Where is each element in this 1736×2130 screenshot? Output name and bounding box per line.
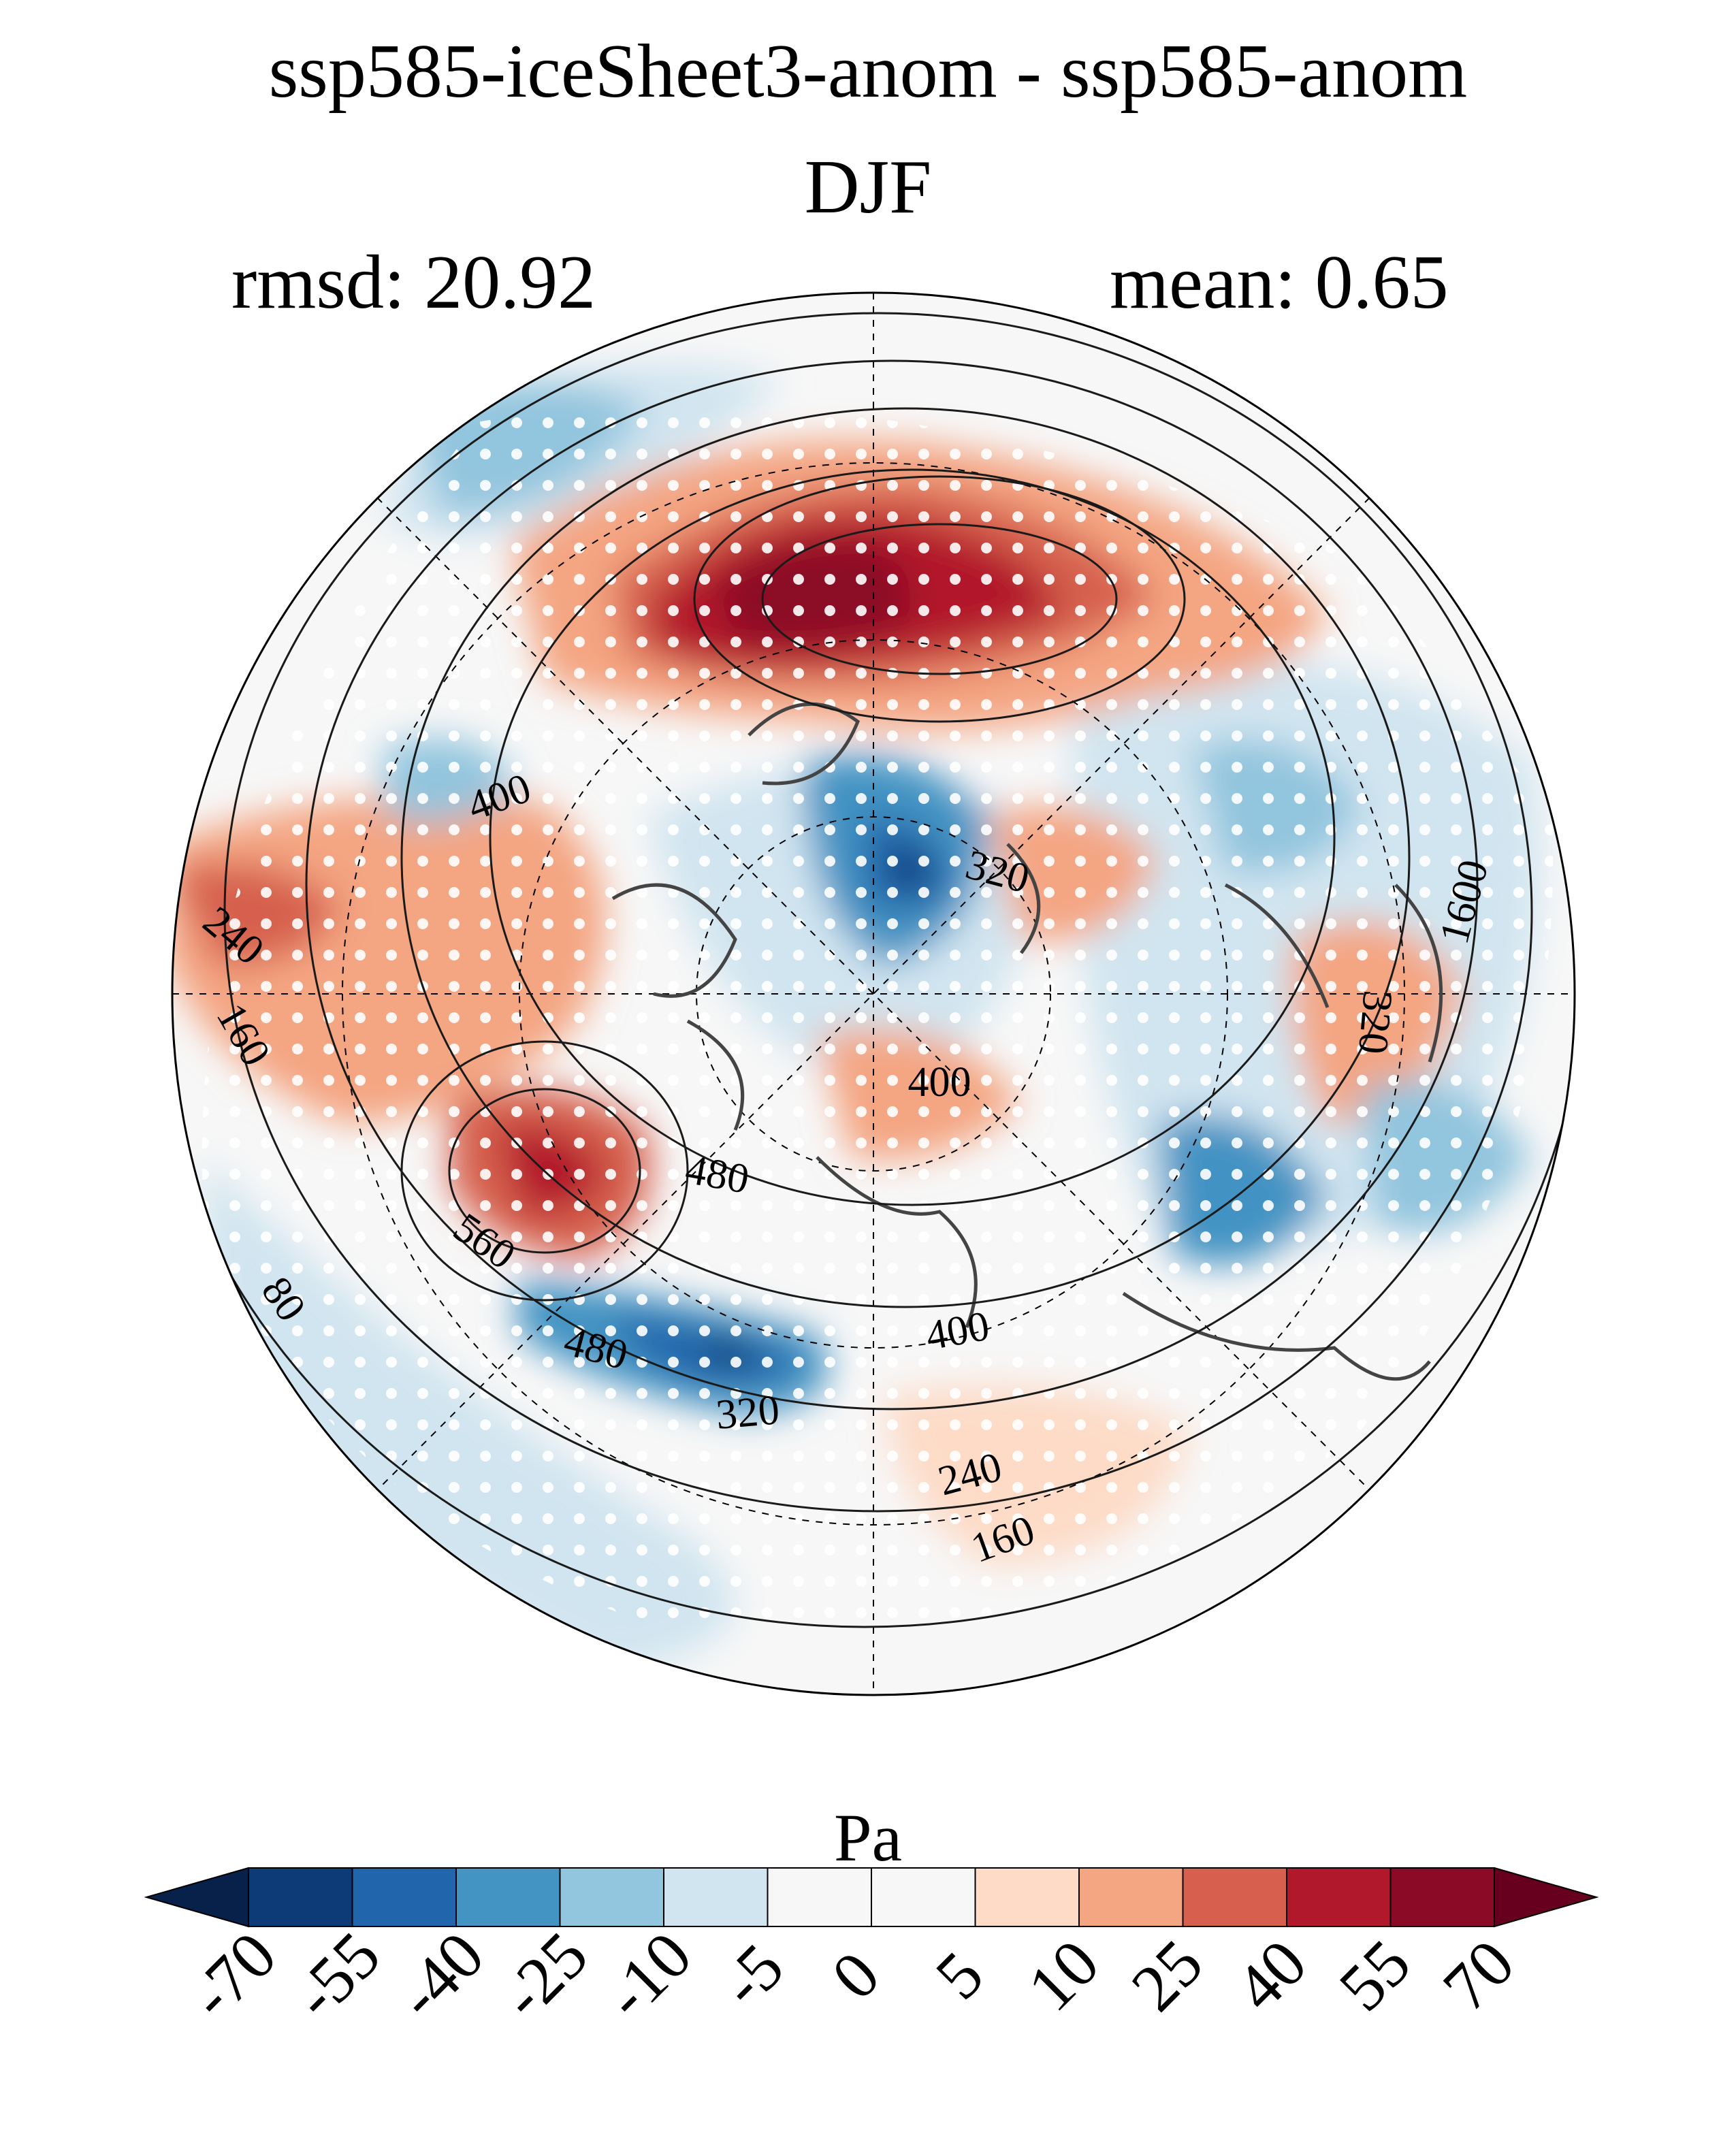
colorbar-box [559,1867,664,1927]
colorbar-tick-label: -70 [176,1918,291,2033]
colorbar-box [663,1867,769,1927]
contour-label: 400 [908,1059,971,1106]
colorbar-box [974,1867,1080,1927]
contour-label: 320 [1349,988,1401,1056]
graticule [172,293,1575,1695]
colorbar-box [1286,1867,1392,1927]
colorbar-tick-label: -5 [707,1930,798,2021]
colorbar-box [351,1867,457,1927]
colorbar-box [1389,1867,1495,1927]
colorbar-box [767,1867,872,1927]
coastlines [611,702,1443,1381]
colorbar-box [871,1867,976,1927]
colorbar-units-label: Pa [834,1800,902,1875]
anomaly-field [172,363,1554,1675]
contour-lines [172,293,1575,1628]
colorbar-tick-label: -40 [383,1918,498,2033]
contour-label: 480 [682,1146,752,1203]
colorbar-tick-label: 5 [922,1938,997,2014]
colorbar-tick-label: 0 [818,1938,894,2014]
contour-label: 400 [922,1303,993,1359]
colorbar-tick-label: 70 [1430,1926,1529,2026]
figure-title: ssp585-iceSheet3-anom - ssp585-anom [268,29,1468,114]
colorbar: -70-55-40-25-10 -5 0 5 10 25 40 55 70 [144,1867,1599,2033]
colorbar-tick-label: -10 [591,1918,706,2033]
colorbar-box [248,1867,353,1927]
colorbar-tick-label: -55 [280,1918,395,2033]
colorbar-tick-label: 25 [1118,1926,1217,2026]
polar-map: 400 320 240 160 400 480 560 480 400 320 … [171,291,1576,1696]
colorbar-tick-label: -25 [487,1918,602,2033]
mean-label: mean: 0.65 [1110,240,1449,325]
colorbar-extend-high [1494,1867,1599,1928]
colorbar-tick-label: 10 [1014,1926,1114,2026]
rmsd-label: rmsd: 20.92 [231,240,596,325]
contour-label: 320 [714,1387,782,1438]
colorbar-tick-label: 55 [1325,1926,1425,2026]
season-label: DJF [804,145,932,229]
map-boundary [171,291,1576,1696]
colorbar-box [1078,1867,1184,1927]
colorbar-tick-label: 40 [1222,1926,1321,2026]
